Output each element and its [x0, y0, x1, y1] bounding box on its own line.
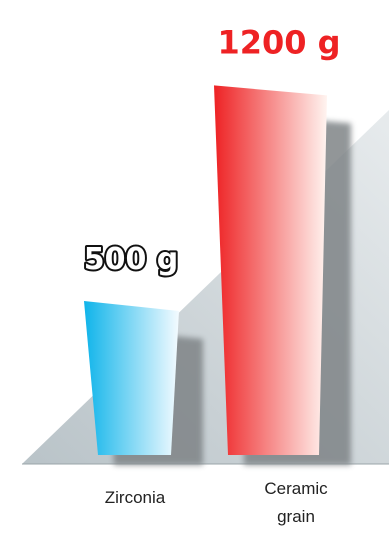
value-label: 1200 g [217, 23, 340, 61]
value-label: 500 g [84, 242, 179, 277]
bar-ceramic-grain [214, 85, 327, 456]
chart-marks: 500 g Zirconia 1200 g Ceramic grain [82, 21, 351, 526]
category-label: Zirconia [105, 488, 166, 507]
bar-zirconia [84, 301, 179, 455]
category-label: Ceramic grain [264, 479, 328, 526]
